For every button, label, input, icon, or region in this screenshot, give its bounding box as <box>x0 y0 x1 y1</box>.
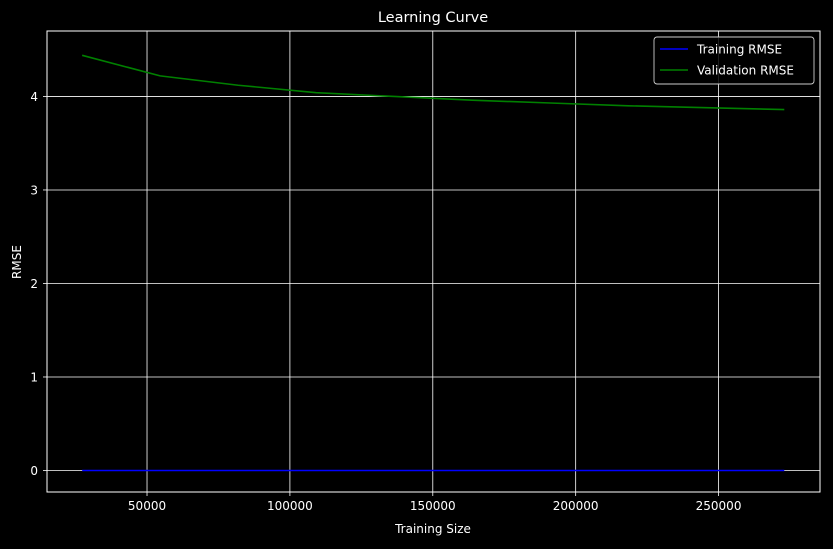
y-tick-label: 2 <box>30 277 38 291</box>
y-tick-label: 4 <box>30 90 38 104</box>
y-axis-label: RMSE <box>10 245 24 279</box>
series-lines <box>81 54 785 472</box>
x-axis-label: Training Size <box>394 522 471 536</box>
plot-frame <box>46 30 821 493</box>
axis-ticks: 50000 100000 150000 200000 250000 0 1 2 3 4 <box>30 90 741 513</box>
x-tick-label: 150000 <box>410 499 456 513</box>
x-tick-label: 100000 <box>267 499 313 513</box>
x-tick-label: 250000 <box>696 499 742 513</box>
y-tick-label: 1 <box>30 370 38 384</box>
legend: Training RMSE Validation RMSE <box>653 36 815 85</box>
legend-label: Validation RMSE <box>697 63 794 77</box>
y-tick-label: 3 <box>30 183 38 197</box>
legend-box <box>653 36 815 85</box>
x-tick-label: 50000 <box>128 499 166 513</box>
chart-title: Learning Curve <box>378 10 488 26</box>
y-tick-label: 0 <box>30 464 38 478</box>
validation-rmse-line <box>81 54 785 111</box>
x-tick-label: 200000 <box>553 499 599 513</box>
legend-label: Training RMSE <box>696 42 782 56</box>
